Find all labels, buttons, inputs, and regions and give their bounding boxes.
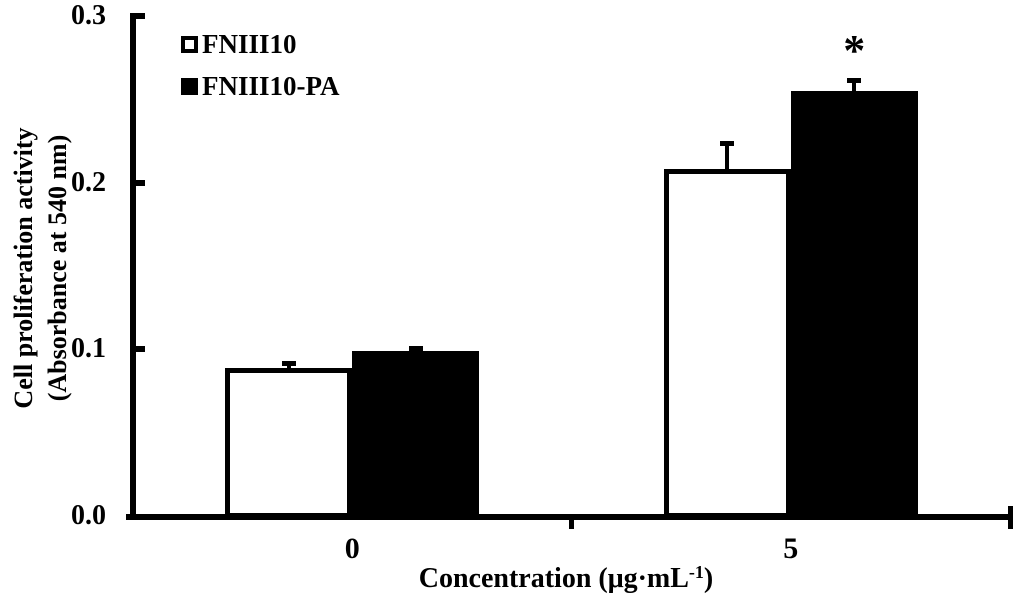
error-bar-whisker [852, 77, 857, 91]
significance-asterisk: * [843, 25, 866, 75]
y-tick-label-0.1: 0.1 [71, 333, 106, 365]
x-axis-title-close: ) [703, 563, 714, 594]
y-tick-label-0.3: 0.3 [71, 0, 106, 31]
x-tick-label-5: 5 [783, 532, 799, 565]
error-bar-cap [408, 346, 423, 351]
legend-label: FNIII10 [202, 29, 297, 59]
error-bar-cap [281, 361, 296, 366]
y-tick-mark [136, 346, 145, 353]
bar-FNIII10-5 [663, 169, 791, 518]
legend-label: FNIII10-PA [202, 71, 340, 101]
x-tick-label-0: 0 [344, 532, 360, 565]
y-tick-mark [136, 13, 145, 19]
x-axis-title: Concentration (μg·mL-1) [419, 563, 714, 595]
x-axis-end-cap [1008, 506, 1013, 529]
x-axis-boundary-tick [569, 516, 574, 529]
open-square-swatch-icon [181, 35, 198, 53]
x-axis-title-exponent: -1 [688, 562, 704, 582]
y-tick-mark [136, 179, 145, 186]
legend-item-fniii10: FNIII10 [181, 30, 340, 58]
error-bar-whisker [725, 141, 730, 170]
bar-FNIII10-PA-5 [790, 91, 918, 518]
y-tick-label-0.0: 0.0 [71, 500, 106, 531]
x-axis-line [126, 514, 1013, 520]
y-axis-title-line2: (Absorbance at 540 nm) [43, 134, 72, 402]
x-axis-title-main: Concentration (μg·mL [418, 563, 689, 594]
error-bar-cap [847, 77, 862, 83]
legend: FNIII10 FNIII10-PA [181, 30, 340, 114]
bar-FNIII10-0 [225, 367, 353, 518]
y-tick-label-0.2: 0.2 [71, 166, 106, 198]
legend-item-fniii10-pa: FNIII10-PA [181, 72, 340, 100]
y-axis-title-line1: Cell proliferation activity [9, 127, 38, 409]
y-axis-title: Cell proliferation activity (Absorbance … [7, 8, 75, 528]
bar-FNIII10-PA-0 [352, 351, 480, 518]
error-bar-cap [720, 141, 735, 146]
filled-square-swatch-icon [181, 77, 198, 95]
y-axis-line [130, 13, 136, 520]
